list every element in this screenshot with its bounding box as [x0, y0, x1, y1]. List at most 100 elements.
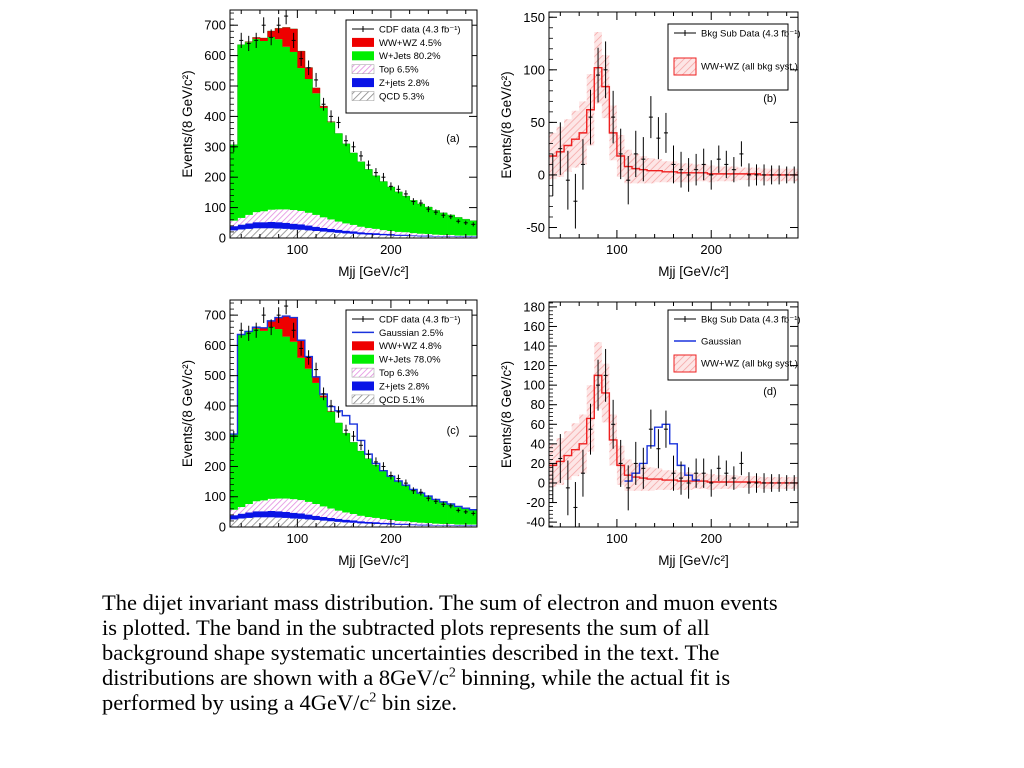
wjets-bar	[424, 496, 433, 524]
qcd-bar	[327, 232, 336, 238]
plot-area	[549, 31, 798, 229]
legend-label: WW+WZ 4.8%	[379, 341, 442, 352]
top-bar	[394, 520, 403, 524]
wwwz-bar	[282, 316, 291, 337]
zjets-bar	[274, 511, 283, 518]
y-tick-label: 700	[204, 18, 226, 33]
zjets-bar	[252, 222, 261, 229]
zjets-bar	[237, 224, 246, 230]
wjets-bar	[447, 214, 455, 235]
panel-c: 0 100 200 300 400 500 600 700 100 200 Events/(8 Ge…	[180, 299, 478, 568]
wjets-bar	[319, 397, 328, 507]
zjets-bar	[304, 514, 313, 520]
top-bar	[237, 507, 246, 514]
caption-line: performed by using a 4GeV/c2 bin size.	[102, 690, 458, 715]
y-tick-label: 500	[204, 368, 226, 383]
qcd-bar	[267, 517, 276, 527]
qcd-bar	[267, 228, 276, 238]
qcd-bar	[409, 236, 418, 238]
legend: Bkg Sub Data (4.3 fb⁻¹) Gaussian WW+WZ (al…	[667, 309, 801, 381]
zjets-bar	[327, 228, 336, 233]
qcd-bar	[297, 229, 306, 238]
zjets-bar	[402, 523, 411, 525]
y-tick-label: 40	[531, 436, 545, 451]
y-tick-label: 100	[523, 62, 545, 77]
wwwz-fit-line	[549, 374, 798, 484]
zjets-bar	[230, 515, 238, 520]
y-tick-label: 500	[204, 79, 226, 94]
y-tick-label: 200	[204, 170, 226, 185]
top-bar	[297, 500, 306, 514]
top-bar	[244, 503, 253, 513]
top-bar	[230, 220, 238, 227]
y-tick-label: 80	[531, 397, 545, 412]
qcd-bar	[297, 518, 306, 527]
qcd-bar	[357, 234, 366, 238]
zjets-bar	[297, 513, 306, 519]
top-bar	[469, 235, 477, 237]
top-bar	[379, 230, 388, 234]
legend-swatch	[352, 37, 374, 47]
zjets-bar	[447, 525, 455, 526]
qcd-bar	[319, 520, 328, 527]
zjets-bar	[372, 233, 381, 235]
qcd-bar	[230, 519, 238, 527]
caption-line: is plotted. The band in the subtracted p…	[102, 615, 710, 640]
plot-area	[549, 342, 798, 527]
top-bar	[304, 212, 313, 226]
top-bar	[334, 221, 343, 230]
top-bar	[432, 234, 440, 237]
x-axis-label: Mjj [GeV/c²]	[338, 264, 409, 279]
wjets-bar	[417, 203, 426, 234]
y-tick-label: 600	[204, 48, 226, 63]
panel-d: -40 -20 0 20 40 60 80 100 120 140 160 180 100 200 Even…	[499, 299, 801, 568]
legend-label: QCD 5.3%	[379, 91, 425, 102]
legend-label: WW+WZ 4.5%	[379, 38, 442, 49]
wjets-bar	[349, 152, 358, 225]
zjets-bar	[312, 515, 321, 521]
zjets-bar	[394, 523, 403, 525]
qcd-bar	[319, 231, 328, 238]
top-bar	[289, 499, 298, 513]
legend-swatch	[352, 381, 374, 391]
legend-label: CDF data (4.3 fb⁻¹)	[379, 24, 461, 35]
qcd-bar	[402, 235, 411, 238]
top-bar	[312, 214, 321, 227]
top-bar	[259, 500, 268, 512]
zjets-bar	[364, 232, 373, 235]
wjets-bar	[267, 37, 276, 210]
top-bar	[282, 209, 291, 223]
syst-band	[549, 31, 798, 184]
wjets-bar	[387, 476, 396, 521]
qcd-bar	[244, 517, 253, 527]
wjets-bar	[372, 175, 381, 229]
y-tick-label: 600	[204, 338, 226, 353]
panel-label: (a)	[446, 133, 459, 145]
y-tick-label: 180	[523, 299, 545, 314]
panel-b: -50 0 50 100 150 100 200 Events/(8 GeV/c²) Mjj […	[499, 10, 801, 279]
x-tick-label: 200	[700, 531, 722, 546]
top-bar	[237, 217, 246, 225]
wwwz-bar	[282, 27, 291, 47]
y-tick-label: 150	[523, 10, 545, 25]
x-tick-label: 100	[287, 242, 309, 257]
top-bar	[252, 501, 261, 512]
qcd-bar	[357, 523, 366, 527]
top-bar	[244, 214, 253, 224]
top-bar	[327, 219, 336, 229]
top-bar	[372, 517, 381, 523]
wjets-bar	[237, 334, 246, 508]
qcd-bar	[237, 518, 246, 527]
wwwz-bar	[274, 28, 283, 40]
top-bar	[409, 522, 418, 525]
wwwz-bar	[259, 327, 268, 331]
top-bar	[409, 233, 418, 236]
x-tick-label: 100	[606, 242, 628, 257]
zjets-bar	[357, 232, 366, 235]
y-tick-label: 100	[204, 489, 226, 504]
wjets-bar	[334, 422, 343, 511]
stack-outline	[230, 27, 477, 221]
wjets-bar	[237, 44, 246, 218]
y-tick-label: 0	[538, 167, 545, 182]
top-bar	[259, 211, 268, 223]
